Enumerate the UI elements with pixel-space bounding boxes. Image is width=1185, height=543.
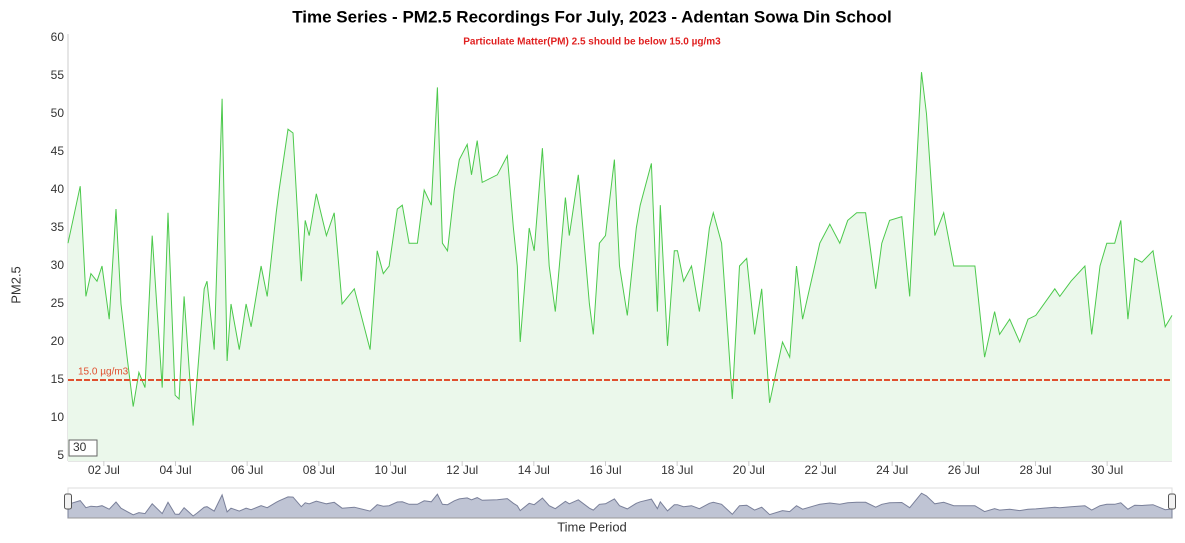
y-tick-label: 45 (51, 144, 65, 158)
line (67, 72, 1173, 426)
x-tick-label: 20 Jul (733, 463, 765, 477)
y-tick-label: 30 (51, 258, 65, 272)
x-tick-label: 04 Jul (159, 463, 191, 477)
x-tick-label: 16 Jul (589, 463, 621, 477)
x-tick-label: 10 Jul (374, 463, 406, 477)
threshold-label: 15.0 µg/m3 (78, 367, 129, 378)
y-tick-label: 10 (51, 410, 65, 424)
y-tick-label: 55 (51, 68, 65, 82)
navigator-handle (1168, 493, 1176, 510)
y-tick-label: 40 (51, 182, 65, 196)
y-tick-label: 20 (51, 334, 65, 348)
y-tick-label: 5 (57, 448, 64, 462)
range-input: 30 (73, 440, 87, 454)
y-tick-label: 25 (51, 296, 65, 310)
x-tick-label: 22 Jul (804, 463, 836, 477)
x-tick-label: 02 Jul (88, 463, 120, 477)
x-tick-label: 24 Jul (876, 463, 908, 477)
x-tick-label: 26 Jul (948, 463, 980, 477)
area (68, 72, 1172, 461)
chart-title: Time Series - PM2.5 Recordings For July,… (292, 7, 892, 26)
y-tick-label: 15 (51, 372, 65, 386)
y-tick-label: 50 (51, 106, 65, 120)
x-tick-label: 14 Jul (518, 463, 550, 477)
x-axis-label: Time Period (557, 519, 627, 534)
chart-subtitle: Particulate Matter(PM) 2.5 should be bel… (463, 37, 721, 48)
range-input-box (68, 439, 98, 457)
navigator-handle (64, 493, 72, 510)
y-tick-label: 35 (51, 220, 65, 234)
navigator-area (67, 492, 1173, 519)
x-tick-label: 12 Jul (446, 463, 478, 477)
y-axis-label: PM2.5 (8, 266, 23, 304)
x-tick-label: 18 Jul (661, 463, 693, 477)
x-tick-label: 28 Jul (1019, 463, 1051, 477)
x-tick-label: 06 Jul (231, 463, 263, 477)
y-tick-label: 60 (51, 30, 65, 44)
x-tick-label: 30 Jul (1091, 463, 1123, 477)
x-tick-label: 08 Jul (303, 463, 335, 477)
